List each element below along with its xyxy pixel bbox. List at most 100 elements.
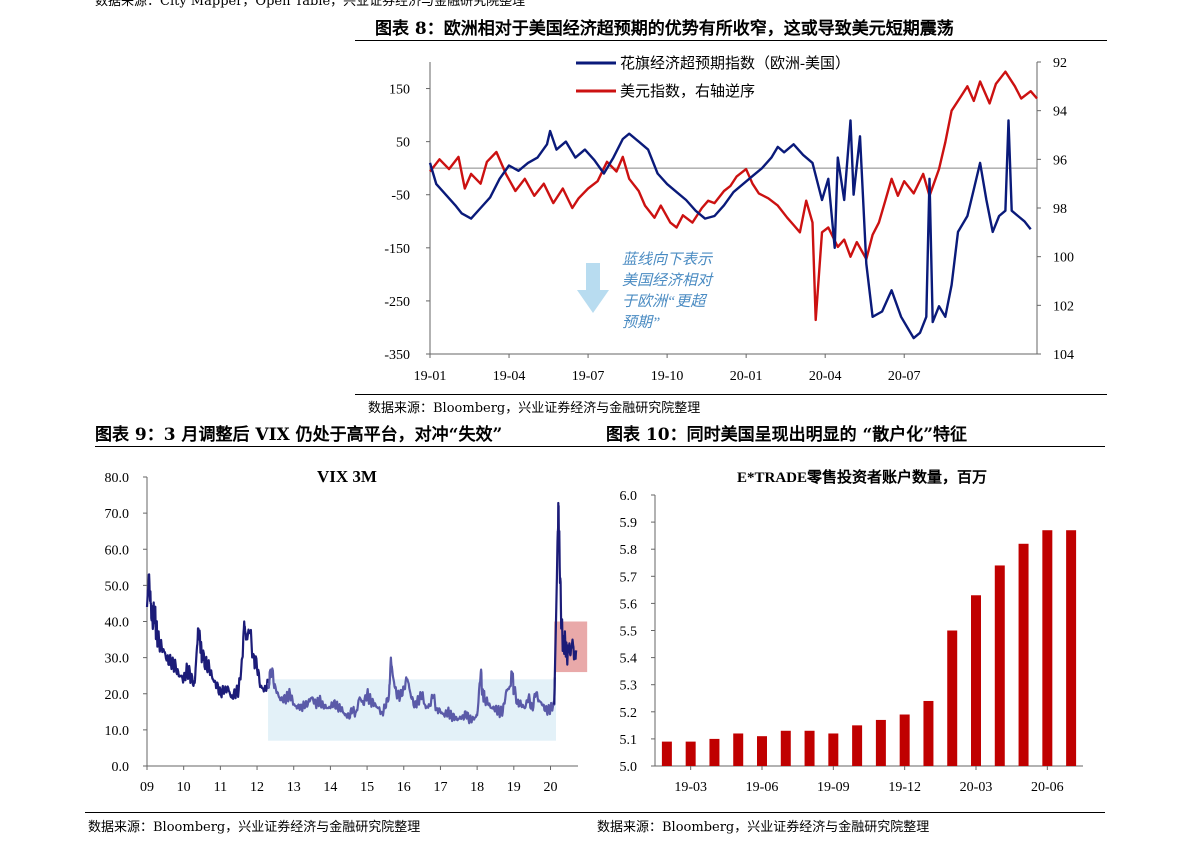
fig8-right-tick-label: 94 [1053, 105, 1067, 120]
fig8-left-tick-label: -350 [384, 348, 410, 363]
fig10-y-tick-label: 5.3 [620, 679, 638, 694]
fig8-right-tick-label: 98 [1053, 202, 1067, 217]
fig10-bar-19-11 [875, 719, 886, 766]
fig9-y-tick-label: 10.0 [105, 724, 130, 739]
fig9-vix-line-platform [266, 656, 556, 725]
fig10-bar-19-10 [852, 725, 863, 766]
fig9-x-tick-label: 20 [543, 780, 557, 795]
fig8-annotation-line: 于欧洲“更超 [622, 293, 707, 310]
fig8-right-tick-label: 100 [1053, 251, 1074, 266]
fig10-bar-19-05 [733, 733, 744, 766]
fig10-bar-19-03 [685, 741, 696, 766]
fig9-x-tick-label: 13 [287, 780, 301, 795]
fig8-legend-label-red: 美元指数，右轴逆序 [620, 83, 755, 100]
fig8-x-tick-label: 20-07 [888, 369, 921, 384]
fig8-x-tick-label: 20-01 [730, 369, 763, 384]
fig8-source-rule [355, 394, 1107, 395]
fig8-series-usd-index [429, 70, 1038, 322]
bottom-rule [85, 812, 1105, 813]
fig9-x-tick-label: 12 [250, 780, 264, 795]
fig8-left-tick-label: 150 [389, 83, 410, 98]
fig9-y-tick-label: 20.0 [105, 688, 130, 703]
fig8-x-tick-label: 19-07 [572, 369, 605, 384]
fig9-x-tick-label: 14 [323, 780, 337, 795]
fig10-y-tick-label: 5.8 [620, 543, 638, 558]
fig10-y-tick-label: 5.2 [620, 706, 638, 721]
fig10-x-tick-label: 19-06 [746, 780, 779, 795]
fig10-y-tick-label: 5.4 [620, 652, 638, 667]
fig10-bar-19-12 [899, 714, 910, 766]
fig9-vix-line-early [145, 573, 273, 700]
fig9-x-tick-label: 17 [433, 780, 447, 795]
fig10-bar-20-05 [1018, 543, 1029, 766]
fig8-source-note: 数据来源：Bloomberg，兴业证券经济与金融研究院整理 [368, 401, 701, 416]
fig10-bar-19-06 [757, 736, 767, 766]
fig8-x-tick-label: 19-01 [414, 369, 447, 384]
fig9-x-tick-label: 18 [470, 780, 484, 795]
fig10-bar-19-07 [780, 730, 791, 766]
fig9-chart-title: VIX 3M [317, 467, 377, 486]
fig10-x-tick-label: 20-06 [1031, 780, 1064, 795]
fig10-y-tick-label: 5.0 [620, 760, 638, 775]
fig10-x-tick-label: 19-03 [674, 780, 707, 795]
fig8-right-tick-label: 102 [1053, 299, 1074, 314]
fig8-right-tick-label: 104 [1053, 348, 1074, 363]
fig8-left-tick-label: -50 [391, 189, 410, 204]
fig9-vix-line-2020 [553, 501, 578, 705]
fig10-x-tick-label: 20-03 [960, 780, 993, 795]
fig8-annotation-line: 美国经济相对 [622, 272, 714, 289]
fig8-x-tick-label: 20-04 [809, 369, 842, 384]
fig9-y-tick-label: 70.0 [105, 507, 130, 522]
fig8-x-tick-label: 19-04 [493, 369, 526, 384]
fig8-annotation-line: 蓝线向下表示 [622, 251, 714, 268]
fig8-annotation-line: 预期” [622, 314, 660, 331]
fig10-source-note: 数据来源：Bloomberg，兴业证券经济与金融研究院整理 [597, 820, 930, 835]
fig10-bar-20-06 [1042, 530, 1053, 766]
fig9-x-tick-label: 09 [140, 780, 154, 795]
fig9-y-tick-label: 60.0 [105, 543, 130, 558]
down-arrow-icon [577, 263, 609, 313]
fig10-title: 图表 10：同时美国呈现出明显的 “散户化”特征 [606, 425, 968, 445]
fig9-x-tick-label: 10 [177, 780, 191, 795]
fig10-bar-20-04 [994, 565, 1005, 766]
fig8-left-tick-label: 50 [396, 136, 410, 151]
fig8-left-tick-label: -250 [384, 295, 410, 310]
fig8-right-tick-label: 96 [1053, 153, 1067, 168]
fig9-source-note: 数据来源：Bloomberg，兴业证券经济与金融研究院整理 [88, 820, 421, 835]
fig10-x-tick-label: 19-09 [817, 780, 850, 795]
fig10-y-tick-label: 5.5 [620, 625, 638, 640]
fig9-y-tick-label: 50.0 [105, 579, 130, 594]
fig8-series-citi-surprise [428, 119, 1032, 340]
fig9-y-tick-label: 80.0 [105, 471, 130, 486]
fig9-title: 图表 9：3 月调整后 VIX 仍处于高平台，对冲“失效” [95, 425, 503, 445]
fig9-x-tick-label: 11 [214, 780, 227, 795]
top-source-note: 数据来源：City Mapper，Open Table，兴业证券经济与金融研究院… [95, 0, 526, 9]
fig9-y-tick-label: 30.0 [105, 652, 130, 667]
fig10-bar-19-09 [828, 733, 839, 766]
fig10-bar-19-04 [709, 738, 720, 766]
fig9-x-tick-label: 15 [360, 780, 374, 795]
fig10-chart-title: E*TRADE零售投资者账户数量，百万 [737, 468, 987, 486]
fig10-y-tick-label: 5.6 [620, 597, 638, 612]
fig8-left-tick-label: -150 [384, 242, 410, 257]
fig10-bar-20-07 [1066, 530, 1077, 766]
fig9-y-tick-label: 40.0 [105, 616, 130, 631]
fig8-right-tick-label: 92 [1053, 56, 1067, 71]
fig10-x-tick-label: 19-12 [888, 780, 921, 795]
fig10-y-tick-label: 6.0 [620, 489, 638, 504]
fig10-bar-20-02 [947, 630, 958, 766]
fig9-title-rule [95, 446, 1105, 447]
fig10-bar-19-08 [804, 730, 815, 766]
fig8-x-tick-label: 19-10 [651, 369, 684, 384]
fig9-y-tick-label: 0.0 [112, 760, 130, 775]
fig8-title-rule [355, 40, 1107, 41]
fig10-y-tick-label: 5.1 [620, 733, 638, 748]
fig9-x-tick-label: 16 [397, 780, 411, 795]
fig10-bar-20-03 [971, 595, 981, 766]
fig8-legend-label-blue: 花旗经济超预期指数（欧洲-美国） [620, 55, 850, 72]
fig10-bar-20-01 [923, 700, 934, 766]
fig10-y-tick-label: 5.7 [620, 570, 638, 585]
